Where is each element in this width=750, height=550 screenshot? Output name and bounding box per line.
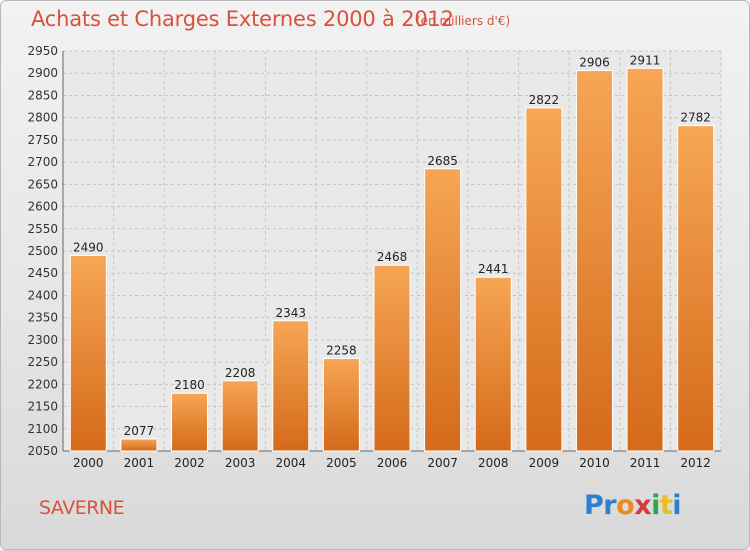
logo-letter: o [616, 490, 635, 521]
x-tick-label: 2009 [529, 456, 560, 470]
bar-2009 [525, 107, 563, 452]
y-tick-label: 2050 [27, 444, 58, 458]
x-tick-label: 2004 [275, 456, 306, 470]
y-tick-label: 2500 [27, 244, 58, 258]
x-tick-label: 2005 [326, 456, 357, 470]
x-tick-label: 2011 [630, 456, 661, 470]
chart-title: Achats et Charges Externes 2000 à 2012 [31, 7, 454, 31]
bar-2011 [626, 67, 664, 452]
data-label-2009: 2822 [529, 93, 560, 107]
x-tick-label: 2010 [579, 456, 610, 470]
data-label-2004: 2343 [275, 306, 306, 320]
data-label-2003: 2208 [225, 366, 256, 380]
bar-2008 [474, 276, 512, 452]
data-label-2007: 2685 [427, 154, 458, 168]
logo-letter: r [603, 490, 617, 521]
bar-2006 [373, 264, 411, 452]
data-label-2008: 2441 [478, 262, 509, 276]
bar-2002 [171, 392, 209, 452]
logo-letter: i [651, 490, 660, 521]
bar-2003 [221, 380, 259, 452]
data-label-2011: 2911 [630, 53, 661, 67]
x-tick-label: 2008 [478, 456, 509, 470]
y-tick-label: 2750 [27, 133, 58, 147]
x-tick-label: 2000 [73, 456, 104, 470]
y-tick-label: 2650 [27, 177, 58, 191]
axis-layer: 2050 2100 2150 2200 2250 2300 2350 2400 2450 2500… [27, 44, 721, 470]
logo-letter: x [634, 490, 652, 521]
data-label-2010: 2906 [579, 56, 610, 70]
x-tick-label: 2006 [377, 456, 408, 470]
x-tick-label: 2002 [174, 456, 205, 470]
y-tick-label: 2350 [27, 311, 58, 325]
y-tick-label: 2250 [27, 355, 58, 369]
bar-2000 [69, 254, 107, 452]
data-label-2005: 2258 [326, 344, 357, 358]
x-tick-label: 2003 [225, 456, 256, 470]
y-tick-label: 2600 [27, 200, 58, 214]
bar-2012 [677, 125, 715, 452]
x-tick-label: 2007 [427, 456, 458, 470]
y-tick-label: 2800 [27, 111, 58, 125]
logo-letter: t [659, 490, 673, 521]
logo-letter: P [584, 490, 604, 521]
y-tick-label: 2850 [27, 88, 58, 102]
logo-letter: i [672, 490, 682, 521]
bar-2010 [575, 70, 613, 452]
bar-2005 [322, 358, 360, 452]
y-tick-label: 2300 [27, 333, 58, 347]
data-label-2000: 2490 [73, 240, 104, 254]
bar-layer [69, 67, 715, 452]
chart-subtitle: (en milliers d'€) [416, 14, 511, 28]
proxiti-logo[interactable]: Proxiti [584, 490, 682, 521]
x-tick-label: 2012 [680, 456, 711, 470]
bar-2004 [272, 320, 310, 452]
bar-2007 [424, 168, 462, 452]
bar-2001 [120, 438, 158, 452]
data-label-2002: 2180 [174, 378, 205, 392]
y-tick-label: 2700 [27, 155, 58, 169]
y-tick-label: 2550 [27, 222, 58, 236]
data-label-2001: 2077 [124, 424, 155, 438]
y-tick-label: 2450 [27, 266, 58, 280]
y-tick-label: 2150 [27, 400, 58, 414]
city-name: SAVERNE [39, 497, 125, 519]
x-tick-label: 2001 [124, 456, 155, 470]
data-label-2012: 2782 [680, 111, 711, 125]
label-layer: 2490 2077 2180 2208 2343 2258 2468 2685 2441 2822… [73, 53, 711, 438]
y-tick-label: 2950 [27, 44, 58, 58]
y-tick-label: 2100 [27, 422, 58, 436]
y-tick-label: 2200 [27, 377, 58, 391]
y-tick-label: 2900 [27, 66, 58, 80]
data-label-2006: 2468 [377, 250, 408, 264]
y-tick-label: 2400 [27, 288, 58, 302]
